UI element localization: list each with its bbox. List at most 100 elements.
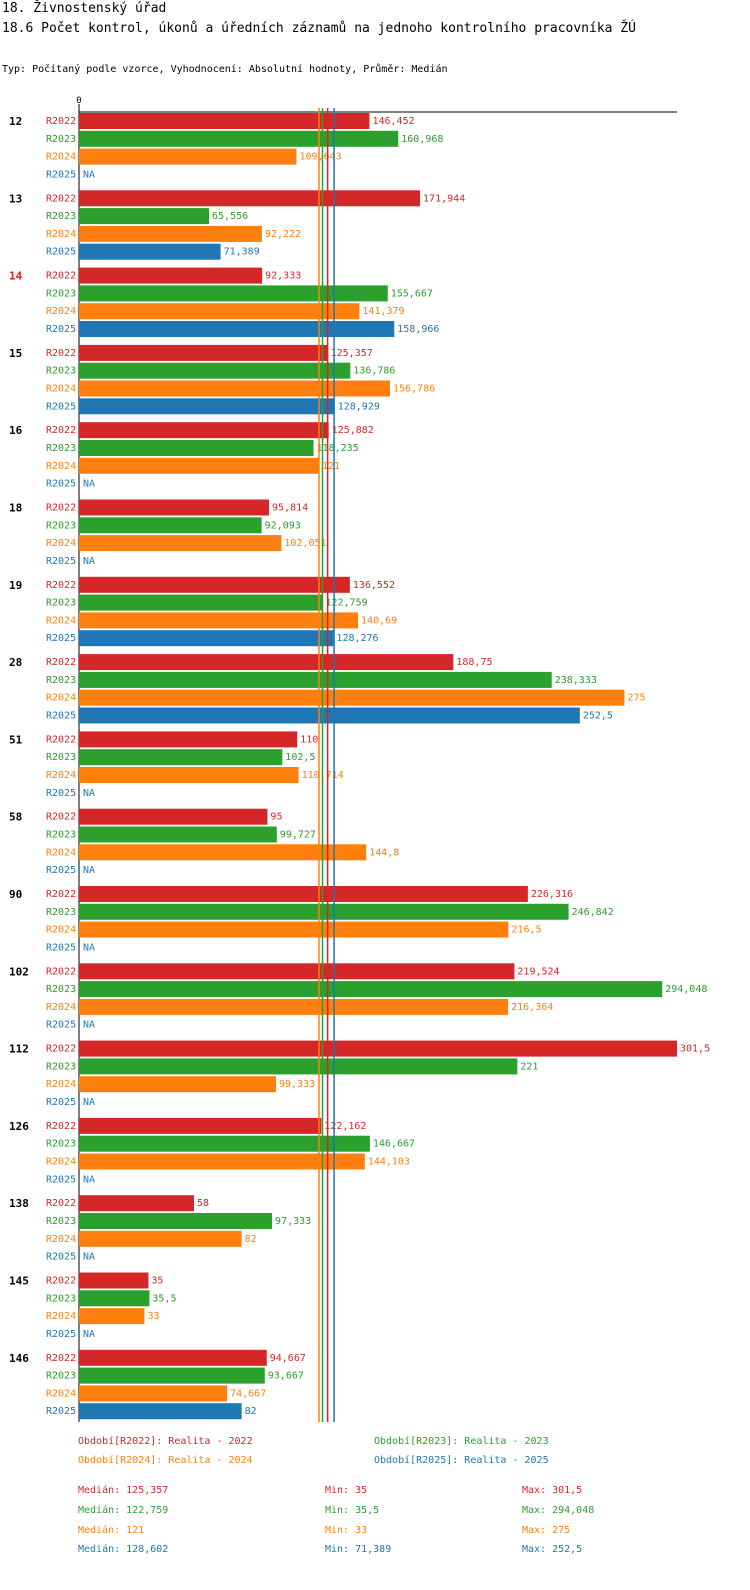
series-label: R2025 <box>46 324 76 335</box>
series-label: R2023 <box>46 1216 76 1227</box>
bar-r2024 <box>79 535 282 552</box>
bar-r2024 <box>79 921 509 938</box>
bar-r2024 <box>79 457 319 474</box>
bar-r2024 <box>79 1153 365 1170</box>
series-label: R2024 <box>46 847 76 858</box>
bar-r2023 <box>79 362 351 379</box>
group-label: 18 <box>9 502 22 515</box>
value-label: 95,814 <box>272 503 308 514</box>
value-label: 92,093 <box>265 520 301 531</box>
value-label: 109,643 <box>299 152 341 163</box>
series-label: R2023 <box>46 984 76 995</box>
bar-r2023 <box>79 594 323 611</box>
series-label: R2025 <box>46 169 76 180</box>
value-label: 122,162 <box>324 1121 366 1132</box>
stat-median-r2022: Medián: 125,357 <box>78 1485 169 1496</box>
series-label: R2022 <box>46 580 76 591</box>
bar-r2023 <box>79 517 262 534</box>
series-label: R2023 <box>46 520 76 531</box>
series-label: R2022 <box>46 1121 76 1132</box>
series-label: R2024 <box>46 229 76 240</box>
series-label: R2022 <box>46 1044 76 1055</box>
bar-r2024 <box>79 303 360 320</box>
bar-r2022 <box>79 1272 149 1289</box>
value-label: 238,333 <box>555 675 597 686</box>
chart-subtitle: 18.6 Počet kontrol, úkonů a úředních záz… <box>2 21 636 36</box>
series-label: R2024 <box>46 1311 76 1322</box>
group-label: 138 <box>9 1197 29 1210</box>
value-label: 156,786 <box>393 384 435 395</box>
chart-type-line: Typ: Počítaný podle vzorce, Vyhodnocení:… <box>2 64 448 75</box>
bar-r2023 <box>79 208 210 225</box>
bar-r2022 <box>79 576 350 593</box>
bar-r2023 <box>79 1367 265 1384</box>
bar-r2025 <box>79 243 221 260</box>
value-label: 35,5 <box>152 1293 176 1304</box>
stat-min-r2023: Min: 35,5 <box>325 1505 380 1516</box>
value-label: 99,333 <box>279 1079 315 1090</box>
bar-r2023 <box>79 981 663 998</box>
series-label: R2022 <box>46 1198 76 1209</box>
value-label: 216,364 <box>511 1002 553 1013</box>
series-label: R2025 <box>46 711 76 722</box>
series-label: R2022 <box>46 1276 76 1287</box>
value-label: 128,276 <box>336 633 378 644</box>
stat-max-r2024: Max: 275 <box>522 1525 571 1536</box>
stat-max-r2023: Max: 294,048 <box>522 1505 595 1516</box>
bar-r2025 <box>79 398 335 415</box>
value-label: 121 <box>322 461 340 472</box>
series-label: R2023 <box>46 366 76 377</box>
value-label: 74,667 <box>230 1388 266 1399</box>
group-label: 112 <box>9 1043 29 1056</box>
group-label: 15 <box>9 347 22 360</box>
bar-r2022 <box>79 1117 322 1134</box>
series-label: R2023 <box>46 675 76 686</box>
series-label: R2025 <box>46 479 76 490</box>
bar-r2025 <box>79 321 395 337</box>
legend-period-r2023: Období[R2023]: Realita - 2023 <box>374 1436 549 1447</box>
series-label: R2025 <box>46 942 76 953</box>
value-label: 92,222 <box>265 229 301 240</box>
series-label: R2024 <box>46 1388 76 1399</box>
value-label: 136,552 <box>353 580 395 591</box>
series-label: R2024 <box>46 1157 76 1168</box>
series-label: R2024 <box>46 538 76 549</box>
bar-r2025 <box>79 1403 242 1420</box>
series-label: R2024 <box>46 384 76 395</box>
value-label: 188,75 <box>456 657 492 668</box>
series-label: R2023 <box>46 1293 76 1304</box>
bar-r2023 <box>79 1135 370 1152</box>
bar-r2023 <box>79 1213 273 1229</box>
series-label: R2025 <box>46 401 76 412</box>
bar-r2024 <box>79 844 367 861</box>
group-label: 146 <box>9 1352 29 1365</box>
bar-r2022 <box>79 499 270 516</box>
series-label: R2023 <box>46 1139 76 1150</box>
value-label: 160,968 <box>401 134 443 145</box>
bar-chart: 0 12 R2022 146,452 R2023 160,968 R2024 109,643 R… <box>9 96 710 1422</box>
series-label: R2022 <box>46 348 76 359</box>
value-label: 219,524 <box>517 966 559 977</box>
series-label: R2022 <box>46 1353 76 1364</box>
series-label: R2025 <box>46 1020 76 1031</box>
series-label: R2022 <box>46 657 76 668</box>
series-label: R2025 <box>46 633 76 644</box>
bar-r2022 <box>79 886 528 902</box>
series-label: R2025 <box>46 865 76 876</box>
value-label: 82 <box>245 1406 257 1417</box>
stat-max-r2025: Max: 252,5 <box>522 1544 583 1555</box>
value-label: 141,379 <box>362 306 404 317</box>
na-label: NA <box>83 479 95 490</box>
bar-r2022 <box>79 1349 267 1366</box>
value-label: 294,048 <box>665 984 707 995</box>
series-label: R2024 <box>46 306 76 317</box>
series-label: R2025 <box>46 788 76 799</box>
bar-r2024 <box>79 225 262 242</box>
series-label: R2024 <box>46 615 76 626</box>
value-label: 155,667 <box>391 288 433 299</box>
bar-r2023 <box>79 671 552 688</box>
value-label: 301,5 <box>680 1044 710 1055</box>
stat-median-r2023: Medián: 122,759 <box>78 1505 169 1516</box>
value-label: 102,051 <box>284 538 326 549</box>
legend-period-r2025: Období[R2025]: Realita - 2025 <box>374 1455 549 1466</box>
